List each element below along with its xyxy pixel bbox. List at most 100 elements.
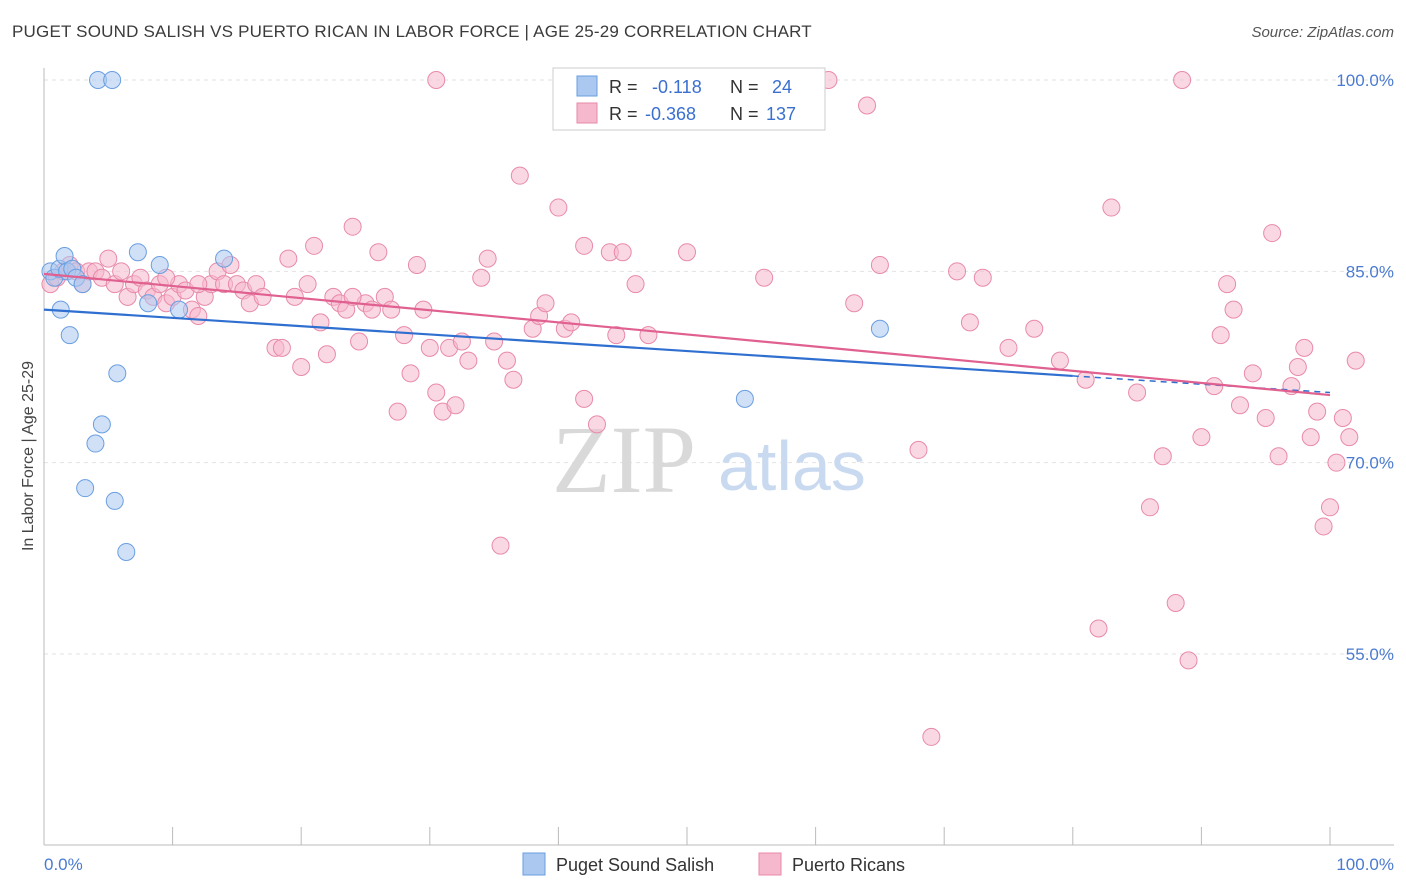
pink-point (388, 402, 407, 421)
pink-point (999, 338, 1018, 357)
x-ticks (43, 827, 1331, 845)
pink-point (922, 727, 941, 746)
pink-point (491, 536, 510, 555)
pink-point (272, 338, 291, 357)
pink-series (41, 71, 1365, 746)
pink-point (369, 243, 388, 262)
blue-point (73, 275, 92, 294)
pink-point (960, 313, 979, 332)
y-tick-label: 100.0% (1336, 71, 1394, 90)
pink-point (407, 255, 426, 274)
pink-point (485, 332, 504, 351)
pink-point (1192, 428, 1211, 447)
pink-point (1205, 377, 1224, 396)
pink-point (99, 249, 118, 268)
pink-point (504, 370, 523, 389)
pink-point (678, 243, 696, 262)
pink-point (639, 326, 658, 345)
pink-point (575, 389, 594, 408)
pink-point (870, 255, 889, 274)
pink-point (427, 71, 446, 89)
pink-point (395, 326, 414, 345)
legend-r-label-pink: R = (609, 104, 638, 124)
pink-point (420, 338, 439, 357)
blue-point (92, 415, 111, 434)
pink-point (1256, 409, 1275, 428)
blue-point (735, 389, 754, 408)
pink-point (1211, 326, 1230, 345)
blue-point (117, 542, 136, 561)
legend-r-value-blue: -0.118 (652, 77, 702, 97)
bottom-legend-label-blue: Puget Sound Salish (556, 855, 714, 875)
legend: R = -0.118 N = 24 R = -0.368 N = 137 (552, 67, 826, 131)
pink-point (1089, 619, 1108, 638)
pink-point (459, 351, 478, 370)
pink-point (607, 326, 626, 345)
pink-point (1050, 351, 1069, 370)
bottom-legend-label-pink: Puerto Ricans (792, 855, 905, 875)
pink-point (587, 415, 606, 434)
blue-point (105, 491, 124, 510)
blue-point (128, 243, 147, 262)
pink-point (1166, 593, 1185, 612)
pink-point (112, 262, 131, 281)
pink-point (427, 383, 446, 402)
legend-n-value-blue: 24 (772, 77, 792, 97)
pink-point (1140, 498, 1159, 517)
chart-title: PUGET SOUND SALISH VS PUERTO RICAN IN LA… (12, 22, 812, 41)
pink-point (298, 275, 317, 294)
blue-point (139, 294, 158, 313)
pink-point (1179, 651, 1198, 670)
blue-trend-dashed (1072, 375, 1331, 394)
pink-point (755, 268, 774, 287)
pink-point (1327, 453, 1346, 472)
blue-trend-line (43, 308, 1073, 378)
pink-point (401, 364, 420, 383)
pink-point (1173, 71, 1192, 89)
pink-point (1076, 370, 1095, 389)
blue-point (86, 434, 105, 453)
pink-point (478, 249, 497, 268)
pink-point (1218, 275, 1237, 294)
legend-swatch-blue (576, 75, 598, 97)
pink-point (909, 440, 928, 459)
pink-point (575, 236, 594, 255)
watermark-atlas: atlas (718, 427, 866, 505)
pink-point (1288, 358, 1307, 376)
axes (43, 68, 1394, 846)
legend-n-label-blue: N = (730, 77, 759, 97)
pink-point (1301, 428, 1320, 447)
pink-point (497, 351, 516, 370)
pink-point (317, 345, 336, 364)
trend-lines (43, 272, 1331, 397)
x-tick-label-min: 0.0% (44, 855, 83, 874)
pink-point (189, 306, 208, 325)
pink-point (343, 287, 362, 306)
pink-point (1295, 338, 1314, 357)
bottom-legend-swatch-blue (522, 852, 546, 876)
blue-point (870, 319, 889, 338)
blue-point (76, 479, 95, 498)
watermark: ZIP atlas (552, 406, 866, 513)
blue-point (103, 71, 122, 89)
y-tick-label: 55.0% (1346, 645, 1394, 664)
legend-n-label-pink: N = (730, 104, 759, 124)
pink-point (1153, 447, 1172, 466)
pink-point (1340, 428, 1359, 447)
blue-series (41, 71, 889, 561)
pink-point (305, 236, 324, 255)
grid (44, 79, 1394, 655)
pink-point (1243, 364, 1262, 383)
pink-point (1314, 517, 1333, 536)
pink-point (1230, 396, 1249, 415)
source-label: Source: ZipAtlas.com (1251, 24, 1394, 41)
legend-box (552, 67, 826, 131)
pink-point (1025, 319, 1044, 338)
bottom-legend-swatch-pink (758, 852, 782, 876)
pink-point (343, 217, 362, 236)
legend-r-label-blue: R = (609, 77, 638, 97)
pink-point (1224, 300, 1243, 319)
y-tick-label: 85.0% (1346, 262, 1394, 281)
pink-point (1128, 383, 1147, 402)
